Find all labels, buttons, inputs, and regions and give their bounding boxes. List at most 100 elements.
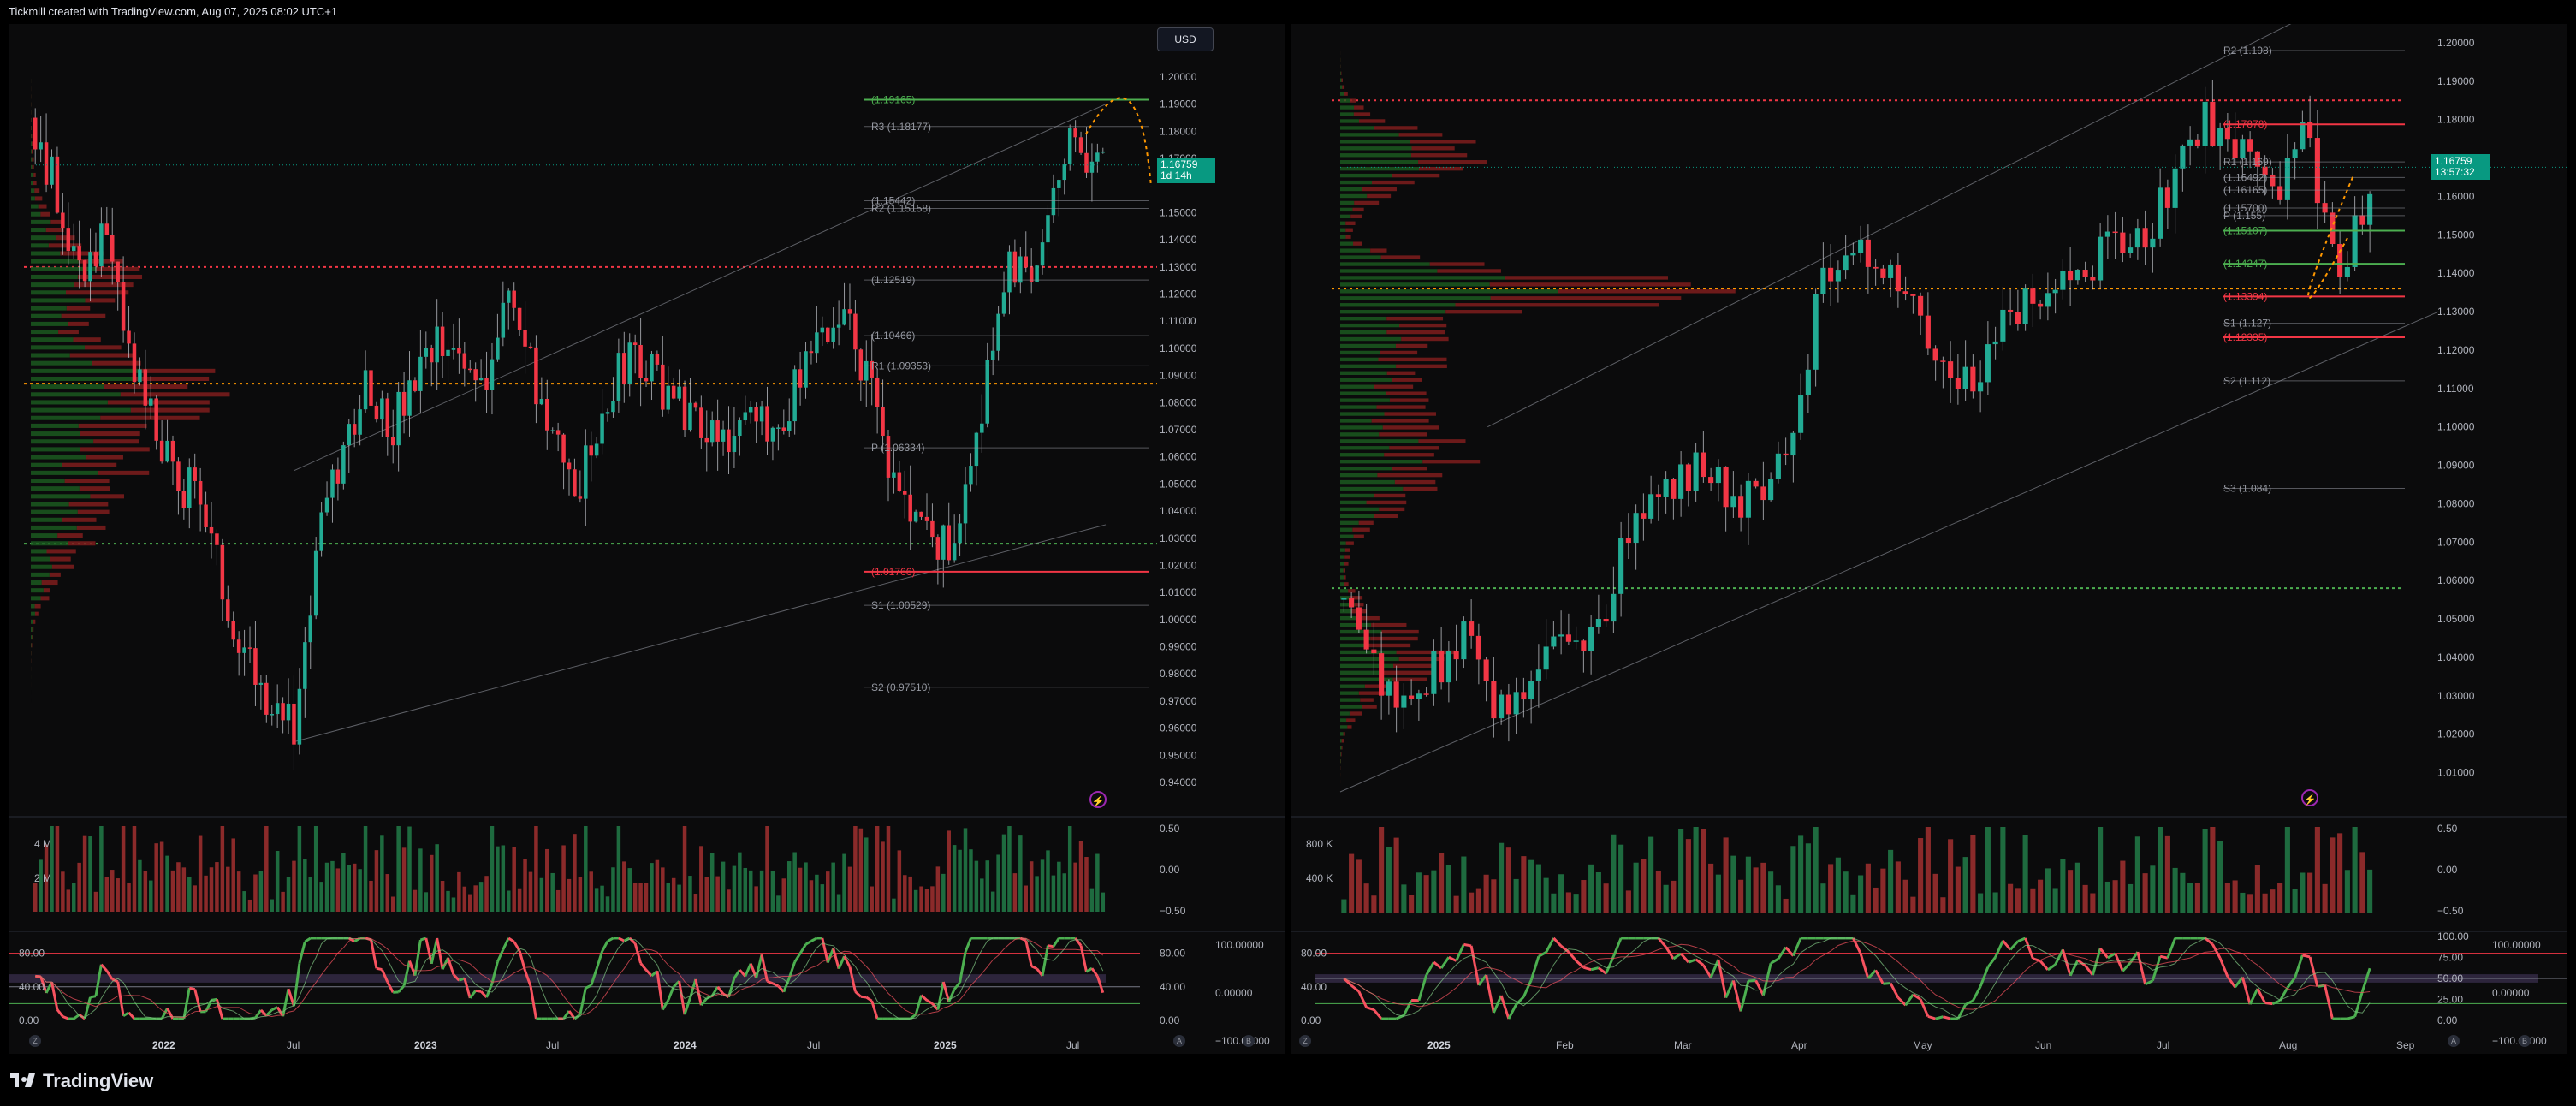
candle-body [1805,369,1811,395]
volume-profile-bar [1340,493,1374,498]
left-timezone-button[interactable]: Z [29,1035,41,1047]
volume-profile-bar [1392,663,1435,669]
volume-bar [661,867,665,912]
candle-body [347,424,352,446]
rsi-line-segment [926,999,934,1005]
volume-bar [116,878,120,912]
rsi-line-segment [2256,988,2266,1004]
right-chart-svg[interactable]: 1.200001.190001.180001.170001.160001.150… [1291,24,2567,1054]
rsi-line-segment [2248,988,2259,1005]
volume-profile-bar [1340,98,1350,103]
rsi-line-segment [633,942,643,964]
volume-bar [1633,862,1639,913]
volume-bar [2292,889,2298,913]
rsi-line-segment [860,995,867,999]
candle-body [198,480,203,505]
candle-body [1341,598,1347,600]
candle-body [1813,294,1819,370]
volume-bar [66,889,71,912]
volume-bar [1663,884,1669,913]
right-chart-panel[interactable]: 1.200001.190001.180001.170001.160001.150… [1291,24,2567,1054]
volume-bar [231,838,235,912]
price-axis-label: 1.12000 [1160,288,1197,300]
volume-bar [1483,874,1489,913]
candle-body [1551,636,1557,647]
volume-bar [2314,827,2320,913]
candle-body [765,406,769,442]
rsi-line-segment [1538,951,1547,958]
candle-body [1439,651,1445,683]
rsi-line-segment [848,966,857,992]
candle-body [858,349,864,381]
candle-body [1948,361,1954,378]
volume-bar [727,889,731,912]
volume-bar [584,826,588,912]
right-auto-scale-button[interactable]: A [2448,1035,2460,1047]
volume-profile-bar [1352,527,1370,532]
volume-bar [2210,827,2216,913]
tradingview-logo[interactable]: TradingView [10,1070,153,1092]
lightning-icon[interactable]: ⚡ [2301,789,2318,806]
volume-bar [1850,894,1856,913]
volume-bar [2022,835,2028,913]
lightning-icon[interactable]: ⚡ [1089,791,1107,808]
rsi-line-segment [2024,937,2034,960]
price-axis-label: 1.13000 [1160,261,1197,273]
candle-body [2217,128,2223,146]
volume-bar [935,866,941,912]
rsi-line-segment [1529,955,1540,981]
volume-bar [390,896,395,912]
volume-profile-bar [1340,739,1342,743]
candle-body [435,326,439,363]
volume-profile-bar [1394,479,1436,485]
price-axis-label: 1.06000 [1160,451,1197,463]
rsi-line-segment [380,968,389,983]
currency-button[interactable]: USD [1157,27,1214,51]
volume-bar [1040,859,1045,912]
rsi-line-segment [909,1013,917,1020]
volume-bar [1007,826,1012,912]
volume-bar [1978,893,1984,913]
volume-bar [1618,844,1624,913]
volume-bar [561,845,566,912]
right-timezone-button[interactable]: Z [1299,1035,1311,1047]
rsi-line-segment [56,1008,64,1018]
candle-body [2142,228,2148,248]
rsi-line-segment [793,952,802,963]
footer: TradingView [0,1055,2576,1106]
left-settings-button[interactable]: B [1243,1035,1255,1047]
volume-bar [974,860,979,912]
candle-body [2307,122,2313,139]
volume-profile-bar [1370,636,1418,641]
left-chart-svg[interactable]: 1.200001.190001.180001.170001.150001.140… [9,24,1285,1054]
volume-bar [1888,849,1894,913]
candle-body [2194,139,2200,146]
volume-bar [341,853,346,912]
rsi-line-segment [2159,954,2169,960]
rsi-line-segment [105,970,114,980]
volume-profile-bar [1340,507,1380,512]
rsi-line-segment [430,937,439,965]
candle-body [1018,256,1023,283]
volume-profile-bar [1340,562,1344,566]
rsi-line-segment [1770,957,1779,965]
right-settings-button[interactable]: B [2519,1035,2531,1047]
volume-bar [616,826,621,912]
candle-body [424,348,429,357]
rsi-line-segment [1515,996,1525,1006]
candle-body [2045,293,2051,307]
volume-profile-bar [58,330,79,335]
left-auto-scale-button[interactable]: A [1173,1035,1185,1047]
candle-body [335,469,341,484]
volume-bar [2307,872,2313,913]
volume-profile-bar [31,157,33,162]
candle-body [1423,693,1429,695]
rsi-line-segment [1052,937,1060,948]
candle-body [2172,168,2178,208]
rsi-line-segment [2122,961,2132,972]
left-chart-panel[interactable]: 1.200001.190001.180001.170001.150001.140… [9,24,1285,1054]
candle-body [831,327,835,342]
candle-body [704,437,709,443]
candle-body [292,703,296,745]
volume-profile-bar [1340,296,1491,300]
